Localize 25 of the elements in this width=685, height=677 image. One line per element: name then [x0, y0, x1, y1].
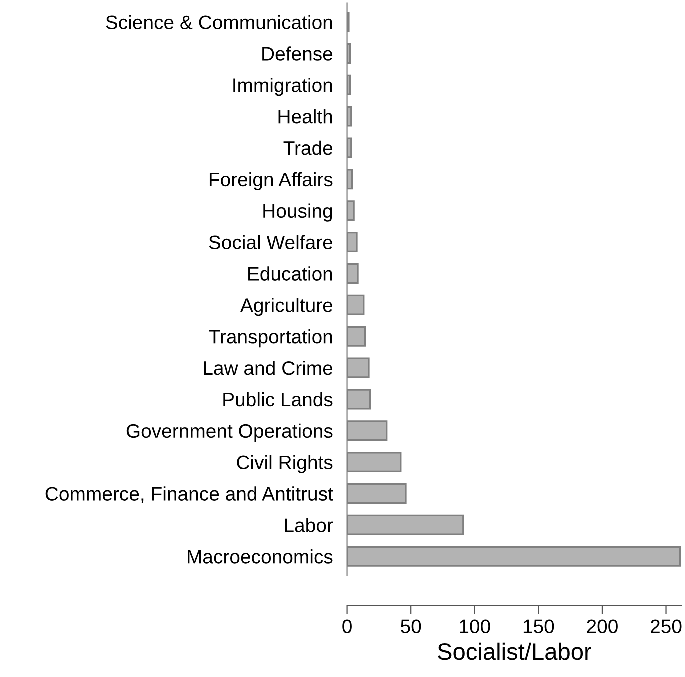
y-tick-label: Transportation [209, 330, 332, 348]
y-tick-label: Government Operations [126, 424, 333, 442]
y-tick-label: Commerce, Finance and Antitrust [46, 486, 334, 504]
x-tick-label: 200 [587, 620, 618, 634]
x-tick-label: 50 [401, 620, 422, 634]
y-tick-label: Civil Rights [237, 455, 333, 474]
y-tick-label: Labor [285, 518, 334, 532]
x-tick-label: 100 [460, 620, 490, 634]
y-tick-label: Immigration [234, 78, 332, 96]
y-tick-label: Health [278, 109, 332, 124]
x-tick-label: 250 [651, 620, 682, 634]
y-tick-label: Agriculture [240, 298, 333, 316]
y-tick-label: Defense [262, 46, 333, 61]
y-tick-label: Education [248, 266, 332, 281]
y-tick-label: Science & Communication [106, 15, 332, 30]
y-tick-label: Housing [264, 204, 332, 222]
x-tick-label: 150 [524, 620, 554, 634]
x-tick-label: 0 [342, 620, 352, 634]
y-tick-label: Law and Crime [204, 360, 333, 376]
y-tick-label: Social Welfare [209, 235, 333, 250]
y-tick-label: Foreign Affairs [210, 172, 333, 190]
y-tick-label: Trade [284, 140, 333, 156]
x-axis-title: Socialist/Labor [438, 642, 592, 660]
y-tick-label: Public Lands [224, 392, 333, 407]
y-tick-label: Macroeconomics [188, 550, 333, 564]
